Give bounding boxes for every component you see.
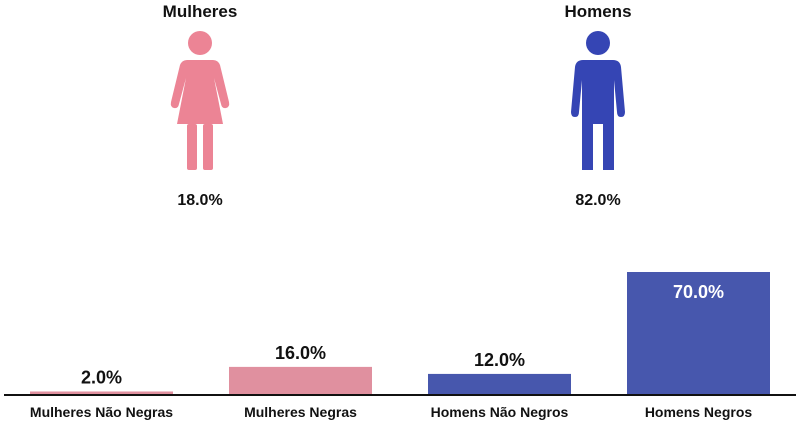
men-title: Homens bbox=[564, 2, 632, 21]
bar-2 bbox=[229, 366, 372, 395]
category-label-3: Homens Não Negros bbox=[431, 404, 569, 420]
category-label-4: Homens Negros bbox=[645, 404, 753, 420]
women-percent: 18.0% bbox=[177, 192, 223, 209]
men-percent: 82.0% bbox=[575, 192, 621, 209]
bar-value-label-1: 2.0% bbox=[81, 367, 122, 387]
bar-3 bbox=[428, 373, 571, 395]
man-icon bbox=[571, 31, 625, 170]
bar-value-label-2: 16.0% bbox=[275, 343, 326, 363]
bar-1 bbox=[30, 391, 173, 395]
category-label-2: Mulheres Negras bbox=[244, 404, 357, 420]
women-title: Mulheres bbox=[162, 2, 238, 21]
category-label-1: Mulheres Não Negras bbox=[30, 404, 173, 420]
bar-value-label-4: 70.0% bbox=[673, 282, 724, 302]
bar-4 bbox=[627, 272, 770, 395]
bar-value-label-3: 12.0% bbox=[474, 350, 525, 370]
woman-icon bbox=[170, 31, 230, 170]
